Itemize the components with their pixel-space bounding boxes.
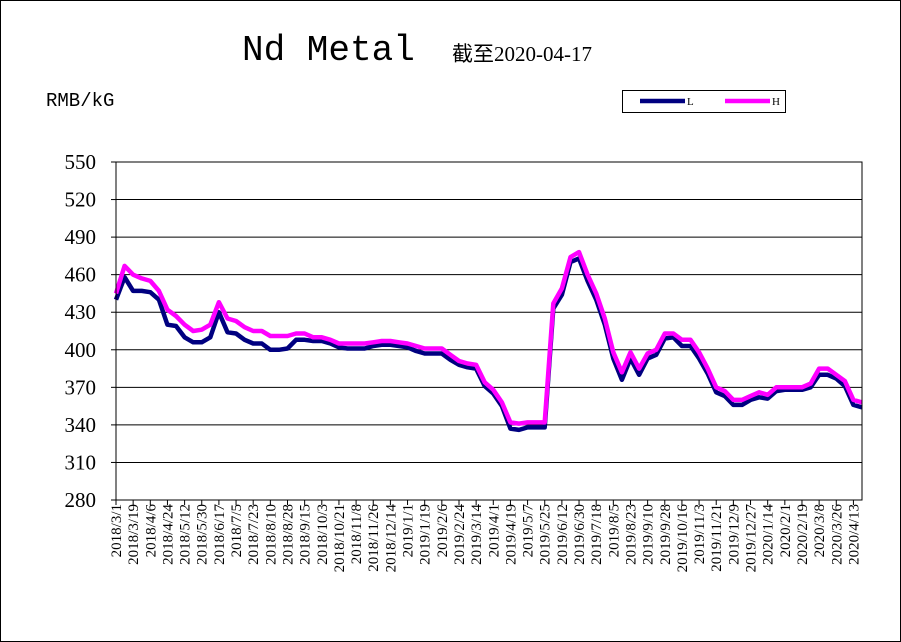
x-tick-label: 2018/4/24 [160, 504, 176, 565]
x-tick-label: 2020/4/13 [846, 504, 862, 565]
x-tick-label: 2019/4/1 [486, 504, 502, 557]
x-tick-label: 2018/11/26 [366, 504, 382, 572]
x-tick-label: 2020/1/14 [761, 504, 777, 565]
legend-label: L [687, 96, 694, 108]
x-tick-label: 2020/2/19 [795, 504, 811, 565]
x-tick-label: 2020/2/1 [778, 504, 794, 557]
x-tick-label: 2020/3/26 [829, 504, 845, 565]
x-tick-label: 2019/11/21 [709, 504, 725, 572]
chart-subtitle: 截至2020-04-17 [452, 42, 592, 66]
x-tick-label: 2019/9/28 [658, 504, 674, 565]
x-tick-label: 2018/4/6 [143, 504, 159, 558]
x-tick-label: 2019/6/12 [555, 504, 571, 565]
x-tick-label: 2018/11/8 [349, 504, 365, 564]
x-tick-label: 2018/5/12 [178, 504, 194, 565]
x-tick-label: 2018/3/1 [109, 504, 125, 557]
y-tick-label: 490 [65, 225, 97, 249]
y-axis-label: RMB/kG [46, 90, 114, 112]
x-tick-label: 2019/5/25 [538, 504, 554, 565]
legend-label: H [772, 96, 780, 108]
x-tick-label: 2018/10/21 [332, 504, 348, 572]
y-tick-label: 460 [65, 263, 97, 287]
y-tick-label: 370 [65, 375, 97, 399]
x-tick-label: 2019/2/6 [435, 504, 451, 558]
x-tick-label: 2019/8/23 [623, 504, 639, 565]
x-tick-label: 2019/4/19 [503, 504, 519, 565]
chart-title: Nd Metal [242, 30, 415, 71]
x-tick-label: 2018/12/14 [383, 504, 399, 573]
x-tick-label: 2019/9/10 [641, 504, 657, 565]
x-tick-label: 2019/5/7 [521, 504, 537, 558]
x-tick-label: 2019/1/1 [401, 504, 417, 557]
legend [622, 90, 786, 113]
plot-area [116, 162, 862, 500]
x-tick-label: 2018/5/30 [195, 504, 211, 565]
x-tick-label: 2019/8/5 [606, 504, 622, 557]
x-tick-label: 2019/2/24 [452, 504, 468, 565]
series-line [113, 256, 863, 433]
series-line [113, 249, 863, 426]
x-tick-label: 2018/8/28 [280, 504, 296, 565]
y-tick-label: 550 [65, 150, 97, 174]
x-tick-label: 2018/6/17 [212, 504, 228, 565]
x-tick-label: 2018/8/10 [263, 504, 279, 565]
y-tick-label: 280 [65, 488, 97, 512]
x-tick-label: 2019/1/19 [418, 504, 434, 565]
x-tick-label: 2019/6/30 [572, 504, 588, 565]
x-tick-label: 2019/12/9 [726, 504, 742, 565]
x-tick-label: 2019/3/14 [469, 504, 485, 565]
x-tick-label: 2018/3/19 [126, 504, 142, 565]
x-tick-label: 2018/7/23 [246, 504, 262, 565]
y-tick-label: 340 [65, 413, 97, 437]
x-tick-label: 2018/10/3 [315, 504, 331, 565]
y-tick-label: 520 [65, 188, 97, 212]
x-tick-label: 2020/3/8 [812, 504, 828, 557]
x-tick-label: 2019/10/16 [675, 504, 691, 573]
y-tick-label: 430 [65, 300, 97, 324]
x-tick-label: 2019/7/18 [589, 504, 605, 565]
x-tick-label: 2018/7/5 [229, 504, 245, 557]
plot-border [115, 161, 863, 501]
y-tick-label: 310 [65, 450, 97, 474]
x-tick-label: 2018/9/15 [298, 504, 314, 565]
x-tick-label: 2019/12/27 [744, 504, 760, 573]
x-tick-label: 2019/11/3 [692, 504, 708, 564]
y-tick-label: 400 [65, 338, 97, 362]
